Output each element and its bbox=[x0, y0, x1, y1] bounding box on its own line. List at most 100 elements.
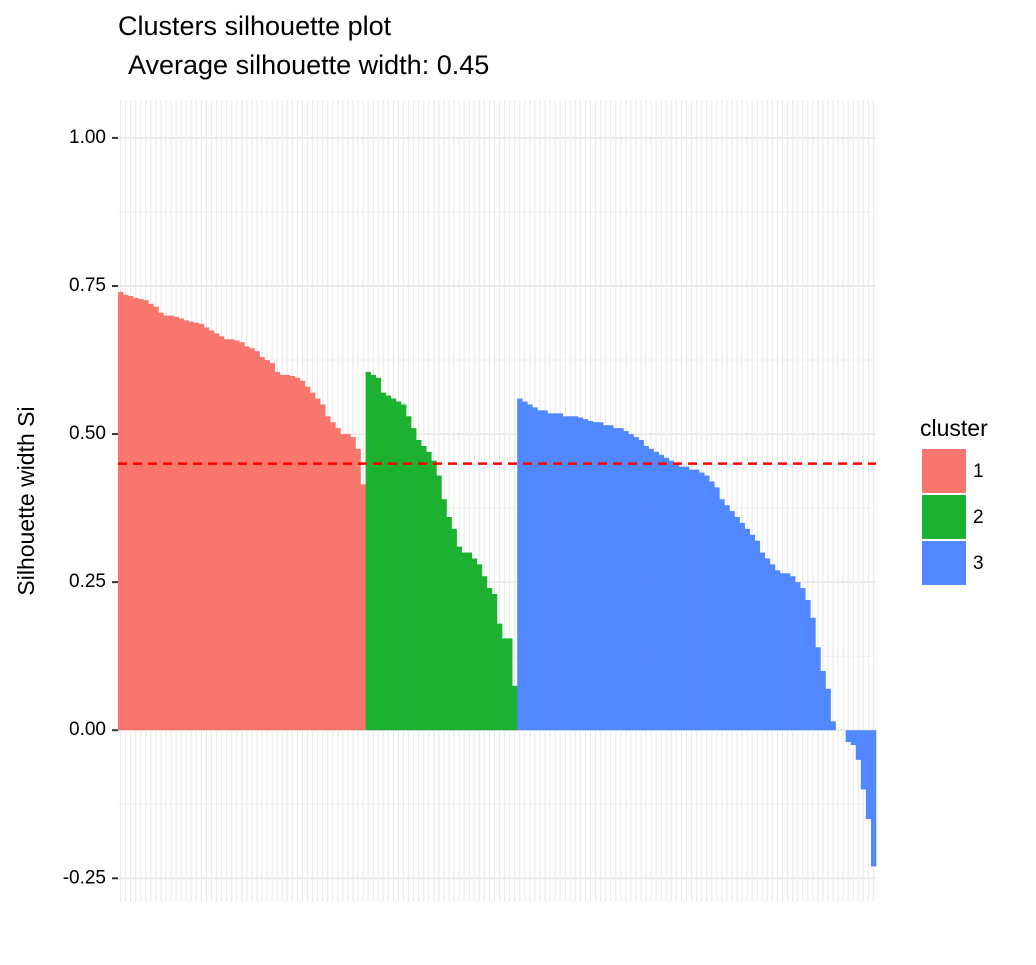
bar bbox=[315, 398, 321, 731]
bar bbox=[380, 392, 387, 731]
bar bbox=[567, 416, 574, 731]
legend-label: 3 bbox=[973, 553, 984, 574]
y-tick-label: 0.50 bbox=[69, 423, 106, 444]
bar bbox=[805, 599, 811, 731]
bar bbox=[754, 540, 761, 731]
bar bbox=[148, 303, 154, 731]
y-tick-label: 1.00 bbox=[69, 127, 106, 148]
bar bbox=[582, 419, 589, 731]
chart-subtitle: Average silhouette width: 0.45 bbox=[128, 50, 489, 80]
bar bbox=[527, 404, 533, 731]
bar bbox=[779, 573, 786, 731]
bar bbox=[785, 573, 791, 731]
bar bbox=[815, 647, 821, 731]
y-axis-label: Silhouette width Si bbox=[13, 406, 39, 595]
bar bbox=[173, 316, 179, 731]
bar bbox=[577, 417, 584, 731]
bar bbox=[365, 371, 371, 731]
bar bbox=[451, 528, 457, 731]
bar bbox=[310, 392, 316, 731]
bar bbox=[198, 323, 205, 731]
bar bbox=[774, 570, 781, 731]
bar bbox=[416, 439, 422, 731]
bar bbox=[547, 413, 553, 731]
bar bbox=[502, 638, 508, 731]
bar bbox=[552, 413, 558, 731]
bar bbox=[739, 522, 745, 731]
bar bbox=[522, 401, 528, 731]
bar bbox=[825, 688, 831, 731]
bar bbox=[441, 499, 447, 731]
bar bbox=[158, 312, 164, 731]
bar bbox=[400, 404, 407, 731]
bar bbox=[143, 300, 149, 731]
bar bbox=[855, 730, 862, 760]
bar bbox=[714, 487, 720, 731]
bar bbox=[598, 422, 604, 731]
bar bbox=[668, 460, 675, 731]
legend-key bbox=[922, 495, 966, 539]
bar bbox=[299, 380, 306, 731]
bar bbox=[133, 297, 139, 731]
bar bbox=[350, 437, 356, 731]
bar bbox=[749, 534, 756, 731]
bar bbox=[193, 322, 200, 731]
bar bbox=[340, 434, 346, 731]
bar bbox=[850, 730, 857, 746]
bar bbox=[870, 730, 877, 867]
bar bbox=[234, 340, 240, 731]
bar bbox=[188, 321, 195, 731]
bar bbox=[183, 320, 190, 731]
bar bbox=[375, 377, 382, 731]
bar bbox=[219, 336, 225, 731]
bar bbox=[643, 445, 649, 731]
bar bbox=[304, 386, 311, 731]
bar bbox=[456, 546, 462, 731]
bar bbox=[486, 588, 493, 731]
bar bbox=[704, 475, 710, 731]
bar bbox=[865, 730, 872, 820]
bar bbox=[224, 339, 230, 731]
bar bbox=[325, 416, 331, 731]
bar bbox=[330, 422, 336, 731]
bar bbox=[461, 552, 467, 731]
bar bbox=[618, 428, 624, 731]
bar bbox=[800, 588, 806, 731]
bar bbox=[360, 484, 366, 731]
bar bbox=[138, 299, 144, 731]
bar bbox=[683, 466, 690, 731]
bar bbox=[229, 339, 235, 731]
bar bbox=[178, 318, 184, 731]
bar bbox=[436, 475, 442, 731]
y-tick-label: 0.75 bbox=[69, 275, 106, 296]
bar bbox=[744, 528, 750, 731]
bar bbox=[633, 437, 639, 731]
bar bbox=[421, 445, 427, 731]
bar bbox=[118, 291, 124, 731]
bar bbox=[623, 431, 629, 731]
bar bbox=[491, 593, 498, 731]
bar bbox=[729, 511, 735, 731]
bar bbox=[648, 448, 654, 731]
bar bbox=[542, 410, 548, 731]
bar bbox=[335, 428, 341, 731]
bar bbox=[289, 376, 296, 731]
bar bbox=[370, 374, 377, 731]
bar bbox=[163, 315, 169, 731]
bar bbox=[734, 516, 740, 731]
bar bbox=[678, 466, 685, 731]
bar bbox=[507, 638, 513, 731]
bar bbox=[385, 395, 392, 731]
bar bbox=[395, 401, 402, 731]
bar bbox=[562, 416, 569, 731]
bar bbox=[259, 357, 265, 731]
bar bbox=[699, 472, 705, 731]
bar bbox=[153, 306, 159, 731]
bar bbox=[557, 413, 563, 731]
bar bbox=[239, 342, 245, 731]
bar bbox=[355, 448, 361, 731]
bar bbox=[244, 346, 250, 731]
legend-key bbox=[922, 541, 966, 585]
bar bbox=[512, 685, 518, 731]
